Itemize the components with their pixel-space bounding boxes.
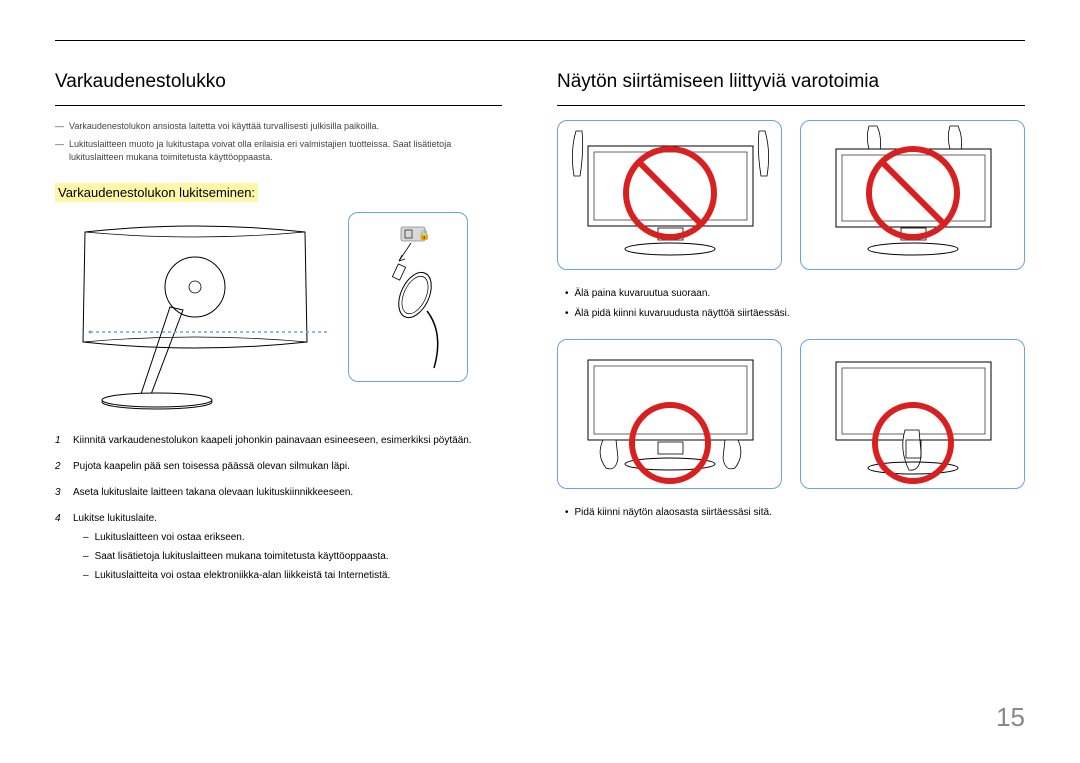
correct-box — [557, 339, 782, 489]
main-columns: Varkaudenestolukko ― Varkaudenestolukon … — [55, 71, 1025, 594]
svg-text:🔒: 🔒 — [418, 229, 430, 241]
note-line: ― Varkaudenestolukon ansiosta laitetta v… — [55, 120, 502, 134]
bottom-bullets: •Pidä kiinni näytön alaosasta siirtäessä… — [557, 505, 1025, 520]
substep: –Saat lisätietoja lukituslaitteen mukana… — [83, 549, 502, 565]
prohibit-box — [557, 120, 782, 270]
right-section-rule — [557, 105, 1025, 106]
bullet: •Pidä kiinni näytön alaosasta siirtäessä… — [557, 505, 1025, 520]
step-main: Lukitse lukituslaite. — [73, 513, 157, 524]
left-column: Varkaudenestolukko ― Varkaudenestolukon … — [55, 71, 502, 594]
right-column: Näytön siirtämiseen liittyviä varotoimia — [557, 71, 1025, 594]
step-text: Lukitse lukituslaite. –Lukituslaitteen v… — [73, 511, 502, 584]
step-4: 4 Lukitse lukituslaite. –Lukituslaitteen… — [55, 511, 502, 584]
left-image-row: 🔒 — [55, 212, 502, 417]
step-num: 4 — [55, 511, 73, 584]
note-line: ― Lukituslaitteen muoto ja lukitustapa v… — [55, 138, 502, 165]
step-3: 3 Aseta lukituslaite laitteen takana ole… — [55, 485, 502, 501]
left-heading: Varkaudenestolukko — [55, 71, 502, 93]
correct-box — [800, 339, 1025, 489]
substep: –Lukituslaitteita voi ostaa elektroniikk… — [83, 568, 502, 584]
dash-icon: ― — [55, 120, 64, 134]
substep: –Lukituslaitteen voi ostaa erikseen. — [83, 530, 502, 546]
bullet: •Älä paina kuvaruutua suoraan. — [557, 286, 1025, 301]
top-bullets: •Älä paina kuvaruutua suoraan. •Älä pidä… — [557, 286, 1025, 321]
right-top-row — [557, 120, 1025, 270]
step-text: Aseta lukituslaite laitteen takana oleva… — [73, 485, 502, 501]
right-bottom-row — [557, 339, 1025, 489]
monitor-back-illustration — [55, 212, 330, 417]
left-section-rule — [55, 105, 502, 106]
step-text: Pujota kaapelin pää sen toisessa päässä … — [73, 459, 502, 475]
dash-icon: ― — [55, 138, 64, 165]
sub-heading: Varkaudenestolukon lukitseminen: — [55, 183, 258, 202]
step-text: Kiinnitä varkaudenestolukon kaapeli joho… — [73, 433, 502, 449]
steps-list: 1 Kiinnitä varkaudenestolukon kaapeli jo… — [55, 433, 502, 584]
prohibit-box — [800, 120, 1025, 270]
note-text: Lukituslaitteen muoto ja lukitustapa voi… — [69, 138, 502, 165]
step-num: 3 — [55, 485, 73, 501]
bullet: •Älä pidä kiinni kuvaruudusta näyttöä si… — [557, 306, 1025, 321]
step-num: 1 — [55, 433, 73, 449]
note-text: Varkaudenestolukon ansiosta laitetta voi… — [69, 120, 379, 134]
step-1: 1 Kiinnitä varkaudenestolukon kaapeli jo… — [55, 433, 502, 449]
page-number: 15 — [996, 702, 1025, 733]
step-num: 2 — [55, 459, 73, 475]
right-heading: Näytön siirtämiseen liittyviä varotoimia — [557, 71, 1025, 93]
top-rule — [55, 40, 1025, 41]
step-2: 2 Pujota kaapelin pää sen toisessa pääss… — [55, 459, 502, 475]
lock-detail-box: 🔒 — [348, 212, 468, 382]
